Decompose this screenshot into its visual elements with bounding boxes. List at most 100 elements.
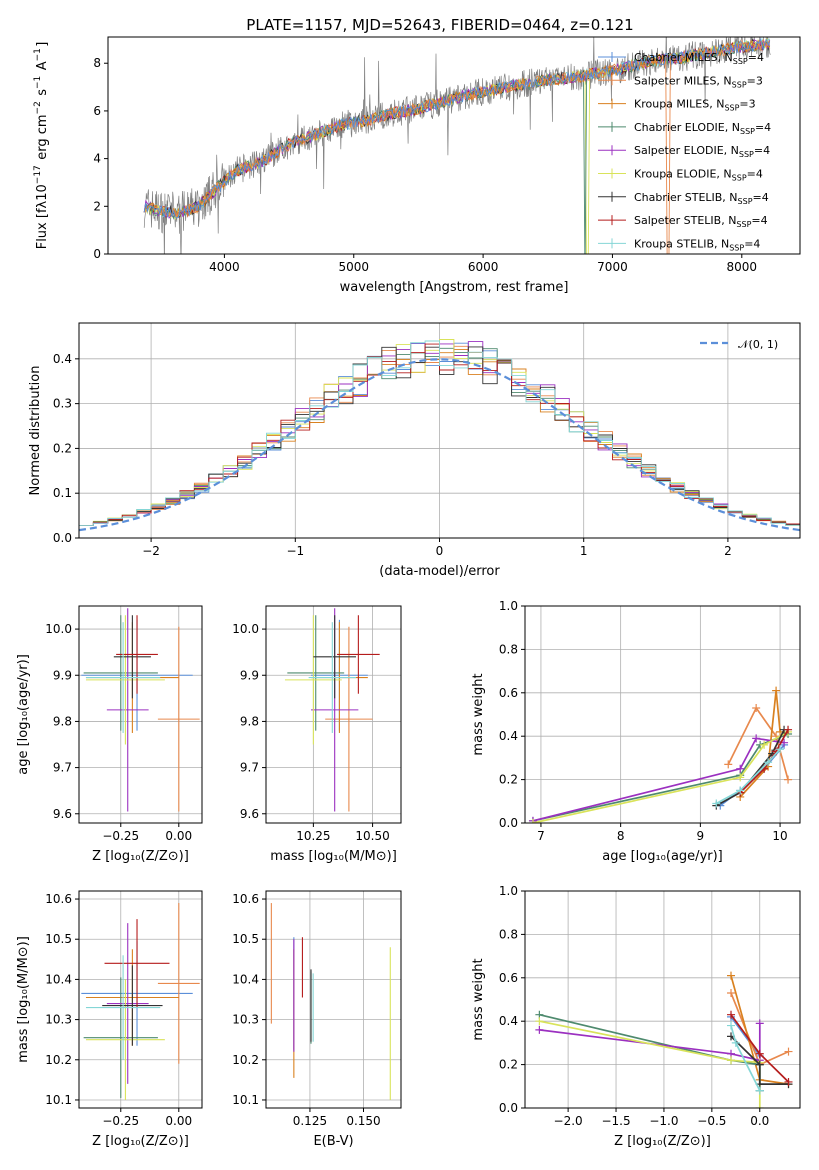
legend-sub: SSP	[739, 150, 754, 159]
point-salpeter-elodie	[755, 1019, 764, 1028]
point-kroupa-elodie	[535, 1017, 544, 1026]
plot-residuals	[79, 339, 800, 532]
y-tick-label: 9.9	[240, 668, 259, 682]
x-tick-label: 0	[436, 544, 444, 558]
y-tick-label: 10.4	[232, 972, 259, 986]
x-tick-label: 0.0	[750, 1114, 769, 1128]
x-tick-label: 0.150	[346, 1114, 380, 1128]
x-tick-label: 10.50	[355, 829, 389, 843]
y-tick-label: 0.0	[499, 816, 518, 830]
chart-mass-vs-Z: −0.25 0.00 10.1 10.2 10.3 10.4 10.5 10.6 Z [log₁…	[16, 890, 203, 1149]
point-kroupa-miles	[727, 971, 736, 980]
y-tick-label: 0.3	[53, 397, 72, 411]
label-part: s	[35, 89, 50, 100]
chart-mass-vs-EBV: 0.125 0.150 10.1 10.2 10.3 10.4 10.5 10.6 E(B-V)	[232, 890, 402, 1149]
legend-value: =4	[751, 214, 767, 227]
plot-mass-vs-EBV	[270, 903, 391, 1100]
plot-spectrum	[143, 37, 771, 254]
legend-label: Chabrier ELODIE, NSSP=4	[634, 121, 771, 136]
point-salpeter-elodie	[736, 764, 745, 773]
label-part: −17	[33, 165, 43, 184]
x-tick-label: −2	[142, 544, 160, 558]
legend-sub: SSP	[732, 174, 747, 183]
y-tick-label: 10.3	[232, 1013, 259, 1027]
label-part: Z [log₁₀(Z/Z⊙)]	[92, 849, 189, 864]
legend-value: =4	[754, 144, 770, 157]
y-tick-label: 9.6	[240, 807, 259, 821]
x-tick-label: 7000	[597, 260, 628, 274]
label-part: age [log₁₀(age/yr)]	[602, 849, 723, 864]
y-tick-label: 10.6	[232, 892, 259, 906]
legend-text: Salpeter MILES, N	[634, 74, 732, 87]
point-kroupa-elodie	[755, 1104, 764, 1108]
label-part: mass weight	[471, 673, 486, 755]
y-tick-label: 10.5	[45, 932, 72, 946]
label-part: 10	[35, 184, 50, 201]
label-part: −1	[33, 48, 43, 61]
point-kroupa-stelib	[776, 745, 785, 754]
y-axis-label: mass weight	[471, 958, 486, 1040]
y-tick-label: 0	[93, 247, 101, 261]
y-tick-label: 8	[93, 56, 101, 70]
label-part: Flux [f	[35, 208, 50, 249]
legend-label: Salpeter STELIB, NSSP=4	[634, 214, 768, 229]
chart-age-vs-Z: −0.25 0.00 9.6 9.7 9.8 9.9 10.0 Z [log₁₀(Z/Z⊙)]…	[16, 605, 203, 864]
legend-sub: SSP	[740, 127, 755, 136]
y-tick-label: 10.1	[232, 1093, 259, 1107]
axes-frame	[78, 605, 203, 824]
label-part: ]	[35, 42, 50, 47]
plot-weight-vs-age	[528, 686, 793, 823]
point-kroupa-miles	[772, 686, 781, 695]
x-tick-label: 2	[724, 544, 732, 558]
x-tick-label: 0.00	[165, 1114, 192, 1128]
axes-frame	[524, 890, 801, 1109]
y-axis-label: mass [log₁₀(M/M⊙)]	[16, 936, 31, 1063]
series-salpeter-miles	[727, 706, 789, 780]
figure-title: PLATE=1157, MJD=52643, FIBERID=0464, z=0…	[246, 16, 633, 34]
y-tick-label: 0.0	[53, 531, 72, 545]
legend-label: Salpeter ELODIE, NSSP=4	[634, 144, 770, 159]
x-tick-label: −2.0	[554, 1114, 583, 1128]
x-tick-label: 6000	[468, 260, 499, 274]
y-tick-label: 10.0	[232, 622, 259, 636]
legend-value: =3	[747, 74, 763, 87]
point-kroupa-stelib	[712, 799, 721, 808]
x-tick-label: 9	[697, 829, 705, 843]
legend-value: =4	[755, 121, 771, 134]
y-tick-label: 0.2	[499, 773, 518, 787]
y-tick-label: 9.7	[53, 761, 72, 775]
x-tick-label: −1	[286, 544, 304, 558]
label-part: Normed distribution	[28, 366, 43, 496]
y-tick-label: 0.2	[499, 1058, 518, 1072]
model-spectrum-chabrier-miles	[143, 37, 771, 219]
legend-label: 𝒩(0, 1)	[738, 338, 778, 351]
y-axis-label: Normed distribution	[28, 366, 43, 496]
legend-label: Chabrier STELIB, NSSP=4	[634, 191, 769, 206]
point-kroupa-stelib	[764, 758, 773, 767]
y-tick-label: 9.8	[240, 714, 259, 728]
x-axis-label: E(B-V)	[313, 1134, 353, 1149]
point-kroupa-stelib	[755, 1086, 764, 1095]
axes-frame	[524, 605, 801, 824]
chart-residuals: −2 −1 0 1 2 0.0 0.1 0.2 0.3 0.4 (data-model)/error…	[28, 322, 801, 579]
x-tick-label: 8	[617, 829, 625, 843]
point-chabrier-stelib	[755, 1060, 764, 1069]
label-part: mass [log₁₀(M/M⊙)]	[270, 849, 397, 864]
label-part: (data-model)/error	[379, 564, 500, 579]
x-axis-label: mass [log₁₀(M/M⊙)]	[270, 849, 397, 864]
point-kroupa-stelib	[731, 1038, 740, 1047]
label-part: A	[35, 61, 50, 74]
x-axis-label: wavelength [Angstrom, rest frame]	[340, 280, 569, 295]
label-part: mass weight	[471, 958, 486, 1040]
legend-value: =4	[748, 51, 764, 64]
x-tick-label: 10	[772, 829, 787, 843]
legend-text: Salpeter STELIB, N	[634, 214, 736, 227]
y-tick-label: 1.0	[499, 884, 518, 898]
y-tick-label: 10.0	[45, 622, 72, 636]
plot-weight-vs-Z	[535, 971, 793, 1108]
legend-text: Chabrier MILES, N	[634, 51, 733, 64]
point-kroupa-elodie	[760, 740, 769, 749]
axes-frame	[78, 890, 203, 1109]
point-salpeter-elodie	[752, 734, 761, 743]
chart-weight-vs-age: 7 8 9 10 0.0 0.2 0.4 0.6 0.8 1.0 age [log₁₀(age/yr…	[471, 599, 801, 864]
